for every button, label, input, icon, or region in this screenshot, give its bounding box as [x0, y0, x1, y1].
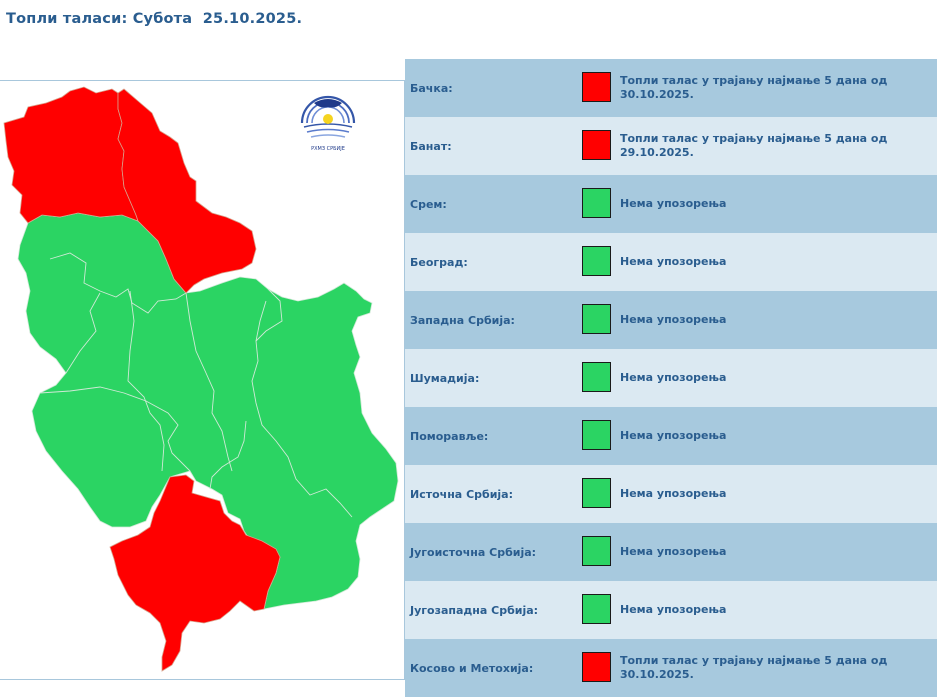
warning-message: Нема упозорења [620, 429, 727, 442]
region-name: Западна Србија: [410, 313, 515, 327]
region-name: Југоисточна Србија: [410, 545, 537, 559]
warnings-table: Бачка: Топли талас у трајању најмање 5 д… [405, 59, 937, 697]
page-title: Топли таласи: Субота 25.10.2025. [6, 11, 303, 27]
map-region-central[interactable] [17, 212, 399, 610]
no-warning-square-icon [582, 478, 611, 508]
region-borders [39, 252, 353, 518]
region-name: Бачка: [410, 81, 453, 95]
table-row: Београд: Нема упозорења [405, 233, 937, 291]
table-row: Поморавље: Нема упозорења [405, 407, 937, 465]
table-row: Југозападна Србија: Нема упозорења [405, 581, 937, 639]
table-row: Шумадија: Нема упозорења [405, 349, 937, 407]
region-name: Банат: [410, 139, 452, 153]
warning-message: Топли талас у трајању најмање 5 дана од … [620, 654, 888, 681]
map-region-kosovo[interactable] [109, 474, 281, 672]
warning-message: Нема упозорења [620, 371, 727, 384]
table-row: Банат: Топли талас у трајању најмање 5 д… [405, 117, 937, 175]
region-name: Срем: [410, 197, 447, 211]
table-row: Западна Србија: Нема упозорења [405, 291, 937, 349]
no-warning-square-icon [582, 246, 611, 276]
table-row: Срем: Нема упозорења [405, 175, 937, 233]
warning-square-icon [582, 72, 611, 102]
no-warning-square-icon [582, 594, 611, 624]
serbia-region-map [3, 86, 399, 672]
warning-message: Топли талас у трајању најмање 5 дана од … [620, 132, 888, 159]
logo-caption: РХМЗ СРБИЈЕ [311, 146, 345, 152]
warning-message: Нема упозорења [620, 545, 727, 558]
warning-square-icon [582, 130, 611, 160]
table-row: Источна Србија: Нема упозорења [405, 465, 937, 523]
region-name: Косово и Метохија: [410, 661, 534, 675]
table-row: Косово и Метохија: Топли талас у трајању… [405, 639, 937, 697]
warning-message: Топли талас у трајању најмање 5 дана од … [620, 74, 888, 101]
warning-message: Нема упозорења [620, 313, 727, 326]
region-name: Шумадија: [410, 371, 480, 385]
no-warning-square-icon [582, 304, 611, 334]
region-name: Београд: [410, 255, 468, 269]
no-warning-square-icon [582, 420, 611, 450]
warning-message: Нема упозорења [620, 603, 727, 616]
warning-map: РХМЗ СРБИЈЕ [0, 80, 405, 680]
region-name: Источна Србија: [410, 487, 513, 501]
no-warning-square-icon [582, 536, 611, 566]
rhmz-logo: РХМЗ СРБИЈЕ [296, 95, 360, 155]
table-row: Бачка: Топли талас у трајању најмање 5 д… [405, 59, 937, 117]
warning-message: Нема упозорења [620, 487, 727, 500]
region-name: Југозападна Србија: [410, 603, 539, 617]
no-warning-square-icon [582, 188, 611, 218]
map-region-banat[interactable] [117, 88, 257, 294]
region-name: Поморавље: [410, 429, 489, 443]
warning-message: Нема упозорења [620, 255, 727, 268]
warning-message: Нема упозорења [620, 197, 727, 210]
table-row: Југоисточна Србија: Нема упозорења [405, 523, 937, 581]
no-warning-square-icon [582, 362, 611, 392]
warning-square-icon [582, 652, 611, 682]
